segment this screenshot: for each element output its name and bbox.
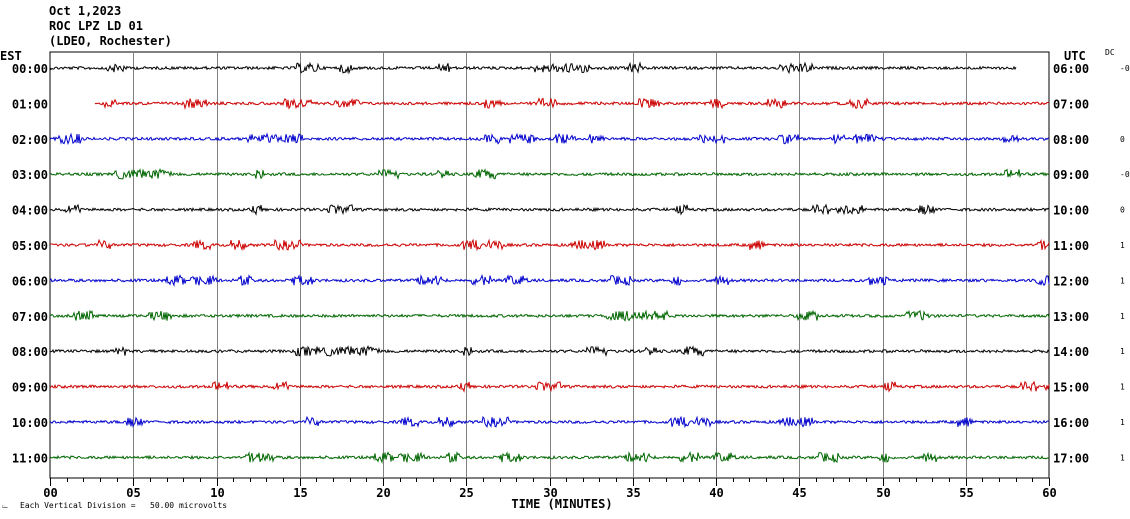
- x-tick-label-15: 15: [293, 486, 307, 500]
- trace-0200: [49, 132, 1050, 146]
- header-station: ROC LPZ LD 01: [49, 19, 143, 33]
- row-dc-value: 1: [1120, 276, 1125, 285]
- x-tick-label-05: 05: [126, 486, 140, 500]
- x-axis-label: TIME (MINUTES): [511, 497, 612, 511]
- x-tick-label-10: 10: [210, 486, 224, 500]
- row-label-utc: 12:00: [1053, 274, 1089, 288]
- row-label-utc: 16:00: [1053, 416, 1089, 430]
- trace-0900: [49, 380, 1050, 393]
- row-dc-value: -0: [1120, 64, 1130, 73]
- scale-note: Each Vertical Division = 50.00 microvolt…: [20, 501, 228, 510]
- row-dc-value: 1: [1120, 347, 1125, 356]
- row-dc-value: 1: [1120, 418, 1125, 427]
- header-date: Oct 1,2023: [49, 4, 122, 18]
- row-label-utc: 10:00: [1053, 204, 1089, 218]
- header-network: (LDEO, Rochester): [49, 34, 172, 48]
- trace-0500: [49, 238, 1050, 252]
- scale-icon: ⌳: [2, 501, 9, 510]
- trace-0100: [94, 97, 1050, 111]
- trace-0600: [49, 273, 1050, 287]
- trace-0000: [49, 61, 1017, 75]
- row-dc-value: 0: [1120, 135, 1125, 144]
- right-timezone-label: UTC: [1064, 49, 1086, 63]
- x-tick-label-30: 30: [543, 486, 557, 500]
- row-label-est: 01:00: [12, 97, 48, 111]
- row-label-est: 02:00: [12, 133, 48, 147]
- left-timezone-label: EST: [0, 49, 22, 63]
- row-dc-value: 1: [1120, 453, 1125, 462]
- row-label-utc: 06:00: [1053, 62, 1089, 76]
- trace-0700: [49, 309, 1050, 322]
- x-tick-label-20: 20: [376, 486, 390, 500]
- row-dc-value: 1: [1120, 312, 1125, 321]
- row-label-est: 08:00: [12, 345, 48, 359]
- x-tick-label-60: 60: [1042, 486, 1056, 500]
- row-label-est: 09:00: [12, 381, 48, 395]
- trace-1100: [49, 450, 1050, 464]
- row-dc-value: 1: [1120, 241, 1125, 250]
- row-label-est: 04:00: [12, 204, 48, 218]
- row-dc-value: -0: [1120, 170, 1130, 179]
- row-label-est: 06:00: [12, 274, 48, 288]
- row-label-est: 10:00: [12, 416, 48, 430]
- row-label-utc: 17:00: [1053, 451, 1089, 465]
- trace-0400: [49, 203, 1050, 216]
- plot-frame: [49, 51, 1050, 479]
- row-dc-value: 1: [1120, 383, 1125, 392]
- row-label-utc: 14:00: [1053, 345, 1089, 359]
- row-label-utc: 07:00: [1053, 97, 1089, 111]
- x-tick-label-40: 40: [709, 486, 723, 500]
- trace-0800: [49, 345, 1050, 358]
- row-label-utc: 15:00: [1053, 381, 1089, 395]
- x-tick-label-25: 25: [459, 486, 473, 500]
- x-tick-label-45: 45: [792, 486, 806, 500]
- row-label-utc: 13:00: [1053, 310, 1089, 324]
- row-label-utc: 09:00: [1053, 168, 1089, 182]
- x-tick-label-35: 35: [626, 486, 640, 500]
- row-label-est: 11:00: [12, 451, 48, 465]
- row-label-utc: 11:00: [1053, 239, 1089, 253]
- row-label-utc: 08:00: [1053, 133, 1089, 147]
- row-label-est: 03:00: [12, 168, 48, 182]
- trace-1000: [49, 415, 1050, 429]
- x-tick-label-55: 55: [959, 486, 973, 500]
- row-label-est: 05:00: [12, 239, 48, 253]
- row-dc-value: 0: [1120, 206, 1125, 215]
- dc-label: DC: [1105, 48, 1115, 57]
- x-tick-label-50: 50: [876, 486, 890, 500]
- row-label-est: 07:00: [12, 310, 48, 324]
- trace-0300: [49, 168, 1050, 181]
- x-tick-label-00: 00: [43, 486, 57, 500]
- row-label-est: 00:00: [12, 62, 48, 76]
